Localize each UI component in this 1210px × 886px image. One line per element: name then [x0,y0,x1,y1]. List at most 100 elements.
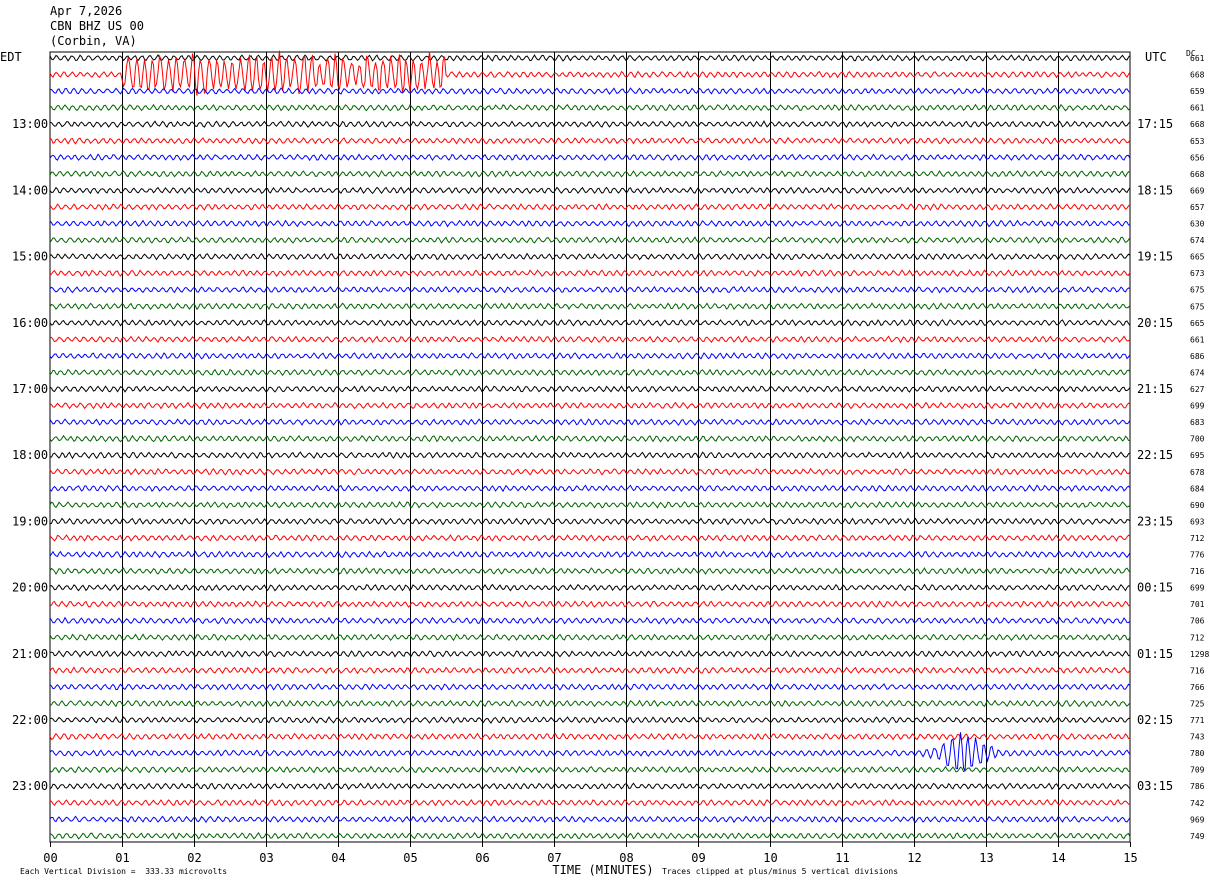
trace-line [49,285,1131,294]
clip-note: Traces clipped at plus/minus 5 vertical … [662,867,899,876]
dc-value-label: 766 [1190,683,1205,692]
dc-value-label: 656 [1190,153,1205,162]
x-axis-label: TIME (MINUTES) [552,863,653,877]
dc-value-label: 683 [1190,418,1205,427]
trace-line [49,666,1131,675]
trace-line [49,815,1131,824]
dc-value-label: 668 [1190,71,1205,80]
x-tick-label: 03 [259,851,273,865]
right-hour-label: 21:15 [1137,382,1173,396]
right-hour-label: 00:15 [1137,581,1173,595]
trace-line [49,87,1131,95]
trace-line [49,782,1131,790]
trace-line [49,269,1131,278]
right-hour-label: 17:15 [1137,117,1173,131]
trace-line [49,153,1131,162]
trace-line [49,368,1131,377]
left-hour-label: 17:00 [12,382,48,396]
trace-line [49,798,1131,807]
trace-line [49,236,1131,244]
trace-line [49,500,1131,509]
right-hour-label: 02:15 [1137,713,1173,727]
dc-value-label: 668 [1190,120,1205,129]
dc-value-label: 686 [1190,352,1205,361]
x-tick-label: 01 [115,851,129,865]
trace-line [49,318,1131,327]
dc-value-label: 709 [1190,766,1205,775]
right-hour-label: 19:15 [1137,250,1173,264]
dc-value-label: 661 [1190,54,1205,63]
x-tick-label: 04 [331,851,345,865]
trace-line [49,302,1131,311]
dc-value-label: 725 [1190,699,1205,708]
dc-value-label: 668 [1190,170,1205,179]
dc-value-label: 699 [1190,402,1205,411]
trace-line [49,352,1131,360]
dc-value-label: 693 [1190,517,1205,526]
dc-value-label: 716 [1190,567,1205,576]
trace-line [49,54,1131,62]
trace-line [49,451,1131,460]
trace-line [49,716,1131,724]
scale-note: Each Vertical Division = 333.33 microvol… [20,867,228,876]
dc-value-label: 712 [1190,633,1205,642]
trace-line [49,120,1131,128]
x-tick-label: 09 [691,851,705,865]
trace-line [49,385,1131,393]
dc-value-label: 674 [1190,236,1205,245]
right-hour-label: 20:15 [1137,316,1173,330]
dc-value-label: 675 [1190,286,1205,295]
right-hour-label: 22:15 [1137,448,1173,462]
dc-value-label: 684 [1190,484,1205,493]
dc-value-label: 675 [1190,302,1205,311]
dc-value-label: 674 [1190,368,1205,377]
trace-line [49,418,1131,426]
trace-line [49,649,1130,658]
trace-line [49,401,1131,410]
left-hour-label: 22:00 [12,713,48,727]
trace-line [49,136,1131,145]
x-tick-label: 12 [907,851,921,865]
trace-line [49,600,1131,608]
x-tick-label: 02 [187,851,201,865]
dc-value-label: 786 [1190,782,1205,791]
dc-value-label: 659 [1190,87,1205,96]
left-hour-label: 20:00 [12,581,48,595]
dc-value-label: 706 [1190,617,1205,626]
dc-value-label: 627 [1190,385,1205,394]
dc-value-label: 630 [1190,220,1205,229]
x-tick-label: 11 [835,851,849,865]
left-hour-label: 18:00 [12,448,48,462]
dc-value-label: 969 [1190,815,1205,824]
dc-value-label: 743 [1190,733,1205,742]
dc-value-label: 661 [1190,104,1205,113]
dc-value-label: 712 [1190,534,1205,543]
trace-line [49,484,1131,493]
trace-line [49,252,1131,261]
dc-label: DC [1186,49,1196,58]
date-label: Apr 7,2026 [50,4,123,18]
trace-line [49,699,1131,708]
trace-line [49,50,1131,96]
location-label: (Corbin, VA) [50,34,137,48]
dc-value-label: 701 [1190,600,1205,609]
trace-line [49,682,1131,691]
x-tick-label: 00 [43,851,57,865]
x-tick-label: 07 [547,851,561,865]
trace-line [49,170,1131,178]
trace-line [49,467,1131,476]
trace-line [49,550,1131,559]
left-hour-label: 21:00 [12,647,48,661]
trace-line [49,517,1131,526]
trace-line [49,616,1131,625]
right-hour-label: 03:15 [1137,779,1173,793]
right-hour-label: 18:15 [1137,183,1173,197]
dc-value-label: 661 [1190,335,1205,344]
left-hour-label: 15:00 [12,250,48,264]
x-tick-label: 14 [1051,851,1065,865]
dc-value-label: 695 [1190,451,1205,460]
dc-value-label: 665 [1190,253,1205,262]
trace-line [49,335,1131,344]
dc-value-label: 716 [1190,666,1205,675]
dc-value-label: 700 [1190,435,1205,444]
